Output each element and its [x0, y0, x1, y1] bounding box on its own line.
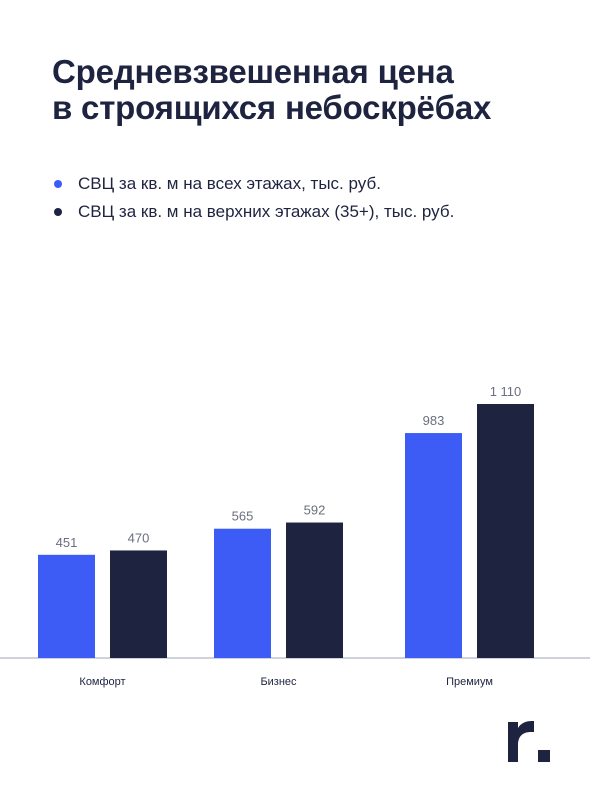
chart-legend: СВЦ за кв. м на всех этажах, тыс. руб. С… [52, 170, 454, 226]
chart-title: Средневзвешенная цена в строящихся небос… [52, 54, 491, 126]
bar-top-floors-2 [477, 404, 534, 658]
legend-label-all-floors: СВЦ за кв. м на всех этажах, тыс. руб. [78, 174, 381, 193]
bar-value-label: 565 [232, 509, 254, 524]
r-dot-logo-icon [508, 721, 550, 762]
bar-value-label: 470 [128, 530, 150, 545]
bar-all-floors-0 [38, 554, 95, 658]
bar-top-floors-1 [286, 522, 343, 658]
bar-all-floors-1 [214, 528, 271, 658]
bar-value-label: 592 [304, 503, 326, 518]
category-label: Комфорт [79, 676, 125, 688]
bar-chart: 451 470 Комфорт 565 592 Бизнес 983 1 110 Премиум [0, 384, 590, 688]
bar-value-label: 451 [56, 535, 78, 550]
bar-all-floors-2 [405, 433, 462, 658]
legend-item-top-floors: СВЦ за кв. м на верхних этажах (35+), ты… [52, 198, 454, 226]
chart-title-line-2: в строящихся небоскрёбах [52, 89, 492, 126]
category-label: Премиум [446, 676, 493, 688]
category-label: Бизнес [260, 676, 297, 688]
bar-value-label: 1 110 [490, 384, 522, 399]
chart-title-line-1: Средневзвешенная цена [52, 53, 454, 90]
legend-item-all-floors: СВЦ за кв. м на всех этажах, тыс. руб. [52, 170, 454, 198]
bar-value-label: 983 [423, 413, 445, 428]
legend-dot-all-floors [54, 180, 62, 188]
legend-label-top-floors: СВЦ за кв. м на верхних этажах (35+), ты… [78, 202, 455, 221]
legend-dot-top-floors [54, 208, 62, 216]
bar-top-floors-0 [110, 550, 167, 658]
